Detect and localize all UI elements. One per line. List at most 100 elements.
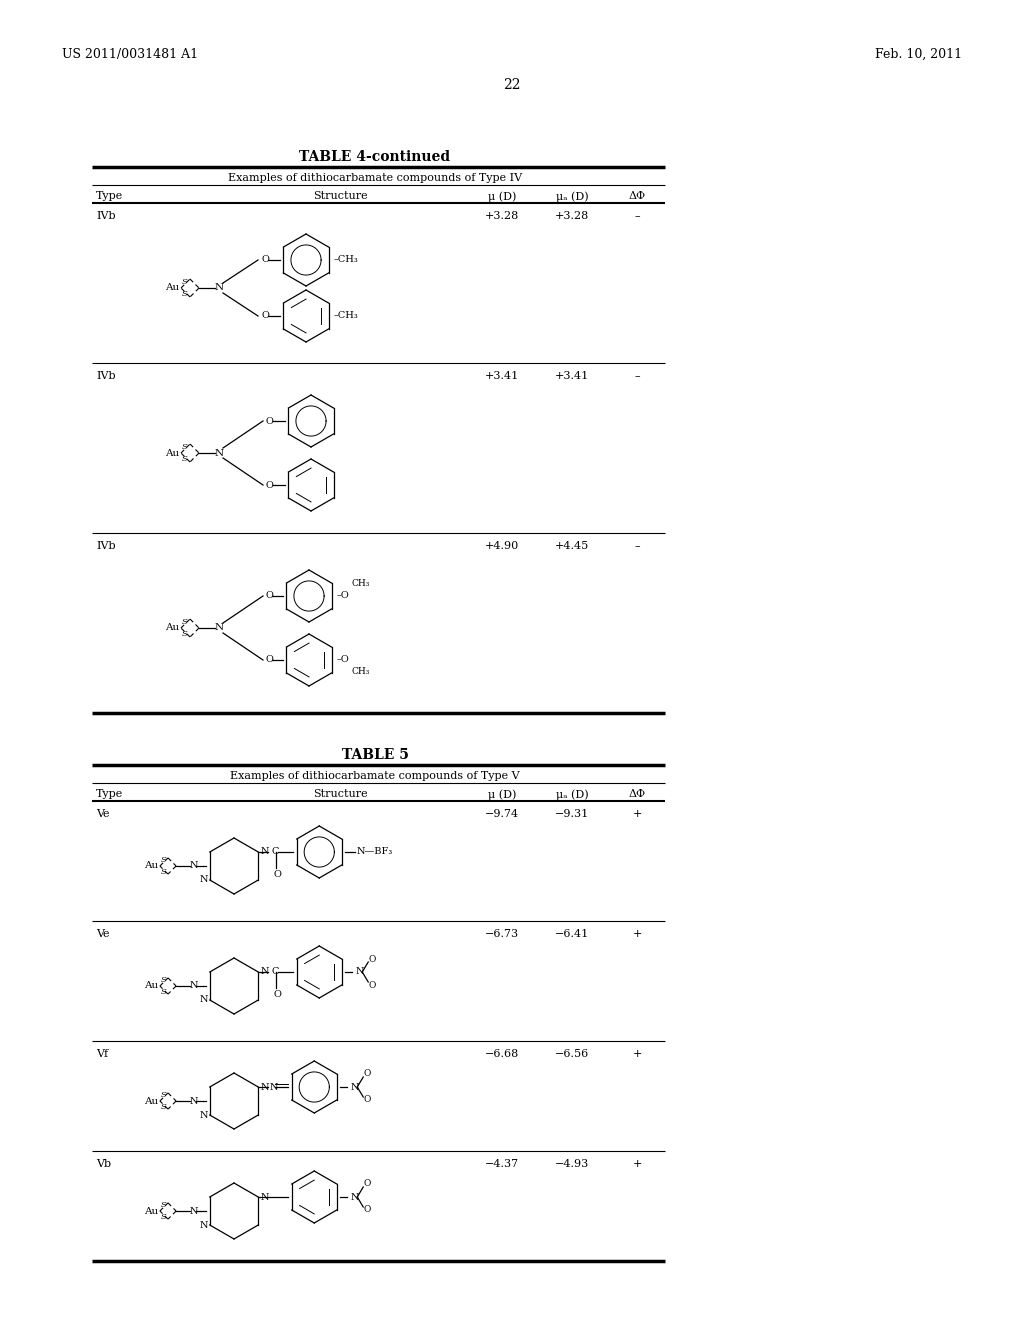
Text: S: S xyxy=(161,1102,167,1110)
Text: O: O xyxy=(265,656,272,664)
Text: S: S xyxy=(182,455,187,463)
Text: N: N xyxy=(260,847,268,857)
Text: Vb: Vb xyxy=(96,1159,112,1170)
Text: –O: –O xyxy=(337,591,350,601)
Text: S: S xyxy=(182,630,187,639)
Text: Vf: Vf xyxy=(96,1049,109,1059)
Text: +4.45: +4.45 xyxy=(555,541,589,550)
Text: 22: 22 xyxy=(503,78,521,92)
Text: N: N xyxy=(190,982,199,990)
Text: −4.37: −4.37 xyxy=(485,1159,519,1170)
Text: S: S xyxy=(161,987,167,995)
Text: −4.93: −4.93 xyxy=(555,1159,589,1170)
Text: S: S xyxy=(161,1213,167,1221)
Text: −6.56: −6.56 xyxy=(555,1049,589,1059)
Text: S: S xyxy=(182,277,187,285)
Text: Au: Au xyxy=(143,1206,158,1216)
Text: Examples of dithiocarbamate compounds of Type IV: Examples of dithiocarbamate compounds of… xyxy=(228,173,522,183)
Text: TABLE 4-continued: TABLE 4-continued xyxy=(299,150,451,164)
Text: IVb: IVb xyxy=(96,541,116,550)
Text: –CH₃: –CH₃ xyxy=(334,256,358,264)
Text: −6.41: −6.41 xyxy=(555,929,589,939)
Text: C: C xyxy=(271,847,279,857)
Text: S: S xyxy=(161,1092,167,1100)
Text: –CH₃: –CH₃ xyxy=(334,312,358,321)
Text: O: O xyxy=(273,990,282,999)
Text: O: O xyxy=(266,480,273,490)
Text: N: N xyxy=(190,862,199,870)
Text: Feb. 10, 2011: Feb. 10, 2011 xyxy=(874,48,962,61)
Text: Structure: Structure xyxy=(312,789,368,799)
Text: N: N xyxy=(190,1206,199,1216)
Text: Type: Type xyxy=(96,191,123,201)
Text: ΔΦ: ΔΦ xyxy=(629,789,645,799)
Text: N: N xyxy=(355,968,364,977)
Text: N: N xyxy=(350,1082,358,1092)
Text: S: S xyxy=(161,977,167,985)
Text: +3.41: +3.41 xyxy=(555,371,589,381)
Text: –: – xyxy=(634,541,640,550)
Text: Au: Au xyxy=(143,982,158,990)
Text: O: O xyxy=(261,256,269,264)
Text: O: O xyxy=(266,417,273,425)
Text: S: S xyxy=(161,867,167,875)
Text: –O: –O xyxy=(337,656,350,664)
Text: N: N xyxy=(200,875,208,884)
Text: IVb: IVb xyxy=(96,371,116,381)
Text: O: O xyxy=(369,954,376,964)
Text: N: N xyxy=(350,1192,358,1201)
Text: −9.31: −9.31 xyxy=(555,809,589,818)
Text: N: N xyxy=(269,1082,278,1092)
Text: O: O xyxy=(364,1069,371,1078)
Text: O: O xyxy=(364,1205,371,1214)
Text: μₐ (D): μₐ (D) xyxy=(556,191,589,202)
Text: ΔΦ: ΔΦ xyxy=(629,191,645,201)
Text: μ (D): μ (D) xyxy=(487,191,516,202)
Text: –: – xyxy=(634,211,640,220)
Text: US 2011/0031481 A1: US 2011/0031481 A1 xyxy=(62,48,198,61)
Text: +4.90: +4.90 xyxy=(485,541,519,550)
Text: CH₃: CH₃ xyxy=(352,578,371,587)
Text: N: N xyxy=(215,449,224,458)
Text: +3.28: +3.28 xyxy=(555,211,589,220)
Text: +: + xyxy=(632,929,642,939)
Text: Type: Type xyxy=(96,789,123,799)
Text: S: S xyxy=(161,857,167,865)
Text: C: C xyxy=(271,968,279,977)
Text: S: S xyxy=(161,1201,167,1209)
Text: O: O xyxy=(273,870,282,879)
Text: +: + xyxy=(632,809,642,818)
Text: O: O xyxy=(369,981,376,990)
Text: CH₃: CH₃ xyxy=(352,668,371,676)
Text: N: N xyxy=(260,1082,268,1092)
Text: +3.28: +3.28 xyxy=(485,211,519,220)
Text: TABLE 5: TABLE 5 xyxy=(342,748,409,762)
Text: +: + xyxy=(632,1049,642,1059)
Text: O: O xyxy=(261,312,269,321)
Text: Structure: Structure xyxy=(312,191,368,201)
Text: N: N xyxy=(200,1221,208,1229)
Text: Ve: Ve xyxy=(96,929,110,939)
Text: +: + xyxy=(632,1159,642,1170)
Text: Au: Au xyxy=(165,623,179,632)
Text: −6.68: −6.68 xyxy=(485,1049,519,1059)
Text: −9.74: −9.74 xyxy=(485,809,519,818)
Text: S: S xyxy=(182,618,187,626)
Text: Au: Au xyxy=(165,449,179,458)
Text: IVb: IVb xyxy=(96,211,116,220)
Text: −6.73: −6.73 xyxy=(485,929,519,939)
Text: N: N xyxy=(260,1192,268,1201)
Text: N—BF₃: N—BF₃ xyxy=(356,847,392,857)
Text: S: S xyxy=(182,290,187,298)
Text: N: N xyxy=(200,1110,208,1119)
Text: μₐ (D): μₐ (D) xyxy=(556,789,589,800)
Text: +3.41: +3.41 xyxy=(485,371,519,381)
Text: Au: Au xyxy=(143,1097,158,1106)
Text: N: N xyxy=(200,995,208,1005)
Text: N: N xyxy=(215,284,224,293)
Text: N: N xyxy=(260,968,268,977)
Text: N: N xyxy=(215,623,224,632)
Text: O: O xyxy=(265,591,272,601)
Text: O: O xyxy=(364,1096,371,1105)
Text: O: O xyxy=(364,1180,371,1188)
